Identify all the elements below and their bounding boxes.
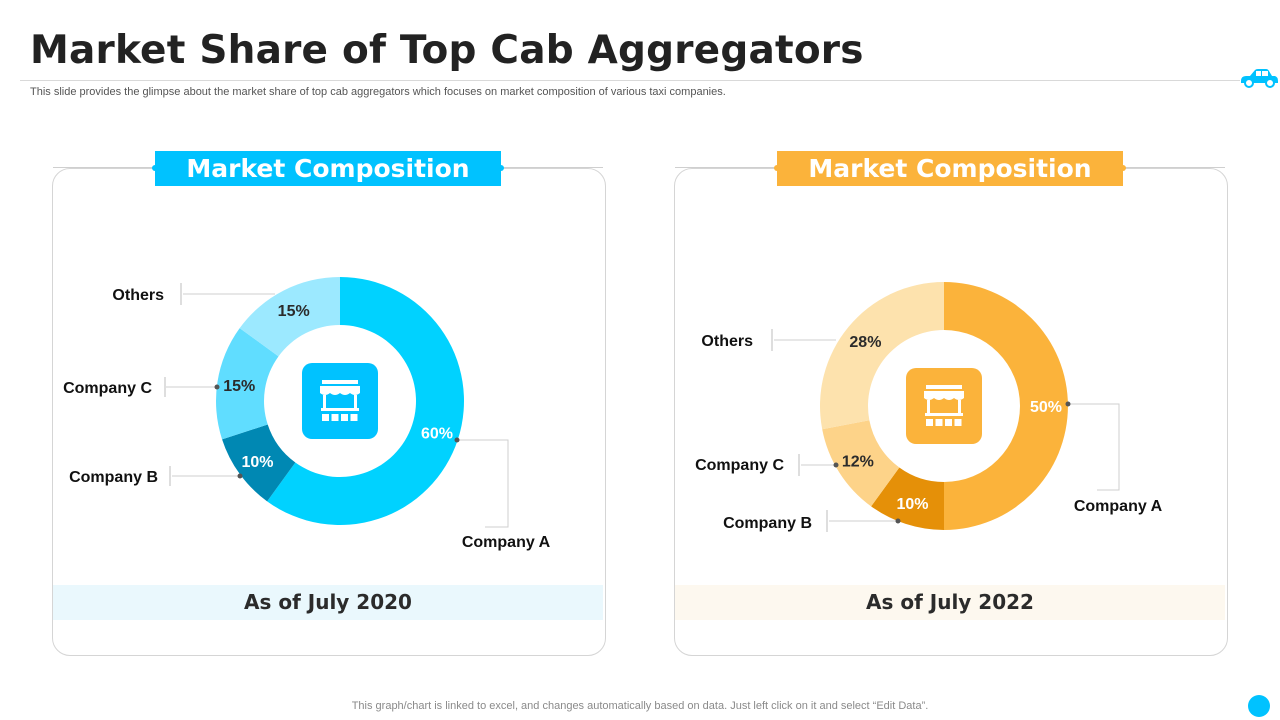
tab-dot: [498, 165, 504, 171]
legend-label-company-a: Company A: [1074, 498, 1163, 515]
data-label-company-c: 15%: [223, 378, 255, 395]
shop-icon: [906, 368, 982, 444]
page-title: Market Share of Top Cab Aggregators: [30, 28, 864, 73]
data-label-others: 28%: [849, 334, 881, 351]
footer-note: This graph/chart is linked to excel, and…: [351, 700, 929, 712]
tab-connector-right: [1125, 167, 1225, 168]
leader-line: [457, 439, 509, 528]
legend-label-company-c: Company C: [63, 380, 152, 397]
pie-slice-company-b: [222, 424, 296, 502]
chart-caption-2020: As of July 2020: [53, 585, 603, 620]
leader-dot: [895, 518, 901, 524]
pie-slice-company-c: [822, 420, 900, 507]
chart-header-2020: Market Composition: [155, 151, 501, 186]
pie-slice-company-a: [944, 282, 1068, 530]
data-label-company-a: 50%: [1030, 399, 1062, 416]
data-label-company-b: 10%: [241, 454, 273, 471]
leader-dot: [833, 462, 839, 468]
leader-dot: [454, 437, 460, 443]
legend-label-company-a: Company A: [462, 534, 551, 551]
legend-label-company-c: Company C: [695, 457, 784, 474]
pie-slice-company-b: [871, 467, 944, 530]
legend-label-company-b: Company B: [69, 469, 158, 486]
data-label-others: 15%: [278, 303, 310, 320]
legend-label-company-b: Company B: [723, 515, 812, 532]
tab-connector-left: [53, 167, 153, 168]
tab-dot: [1120, 165, 1126, 171]
pie-slice-others: [239, 277, 340, 357]
chart-caption-2022: As of July 2022: [675, 585, 1225, 620]
slide-dot-icon: [1248, 695, 1270, 717]
tab-connector-right: [503, 167, 603, 168]
pie-slice-company-c: [215, 328, 279, 440]
car-icon: [1241, 69, 1278, 88]
leader-line: [1068, 403, 1120, 491]
pie-slice-company-a: [267, 277, 465, 526]
chart-header-2022: Market Composition: [777, 151, 1123, 186]
data-label-company-a: 60%: [421, 426, 453, 443]
leader-dot: [237, 473, 243, 479]
data-label-company-c: 12%: [842, 454, 874, 471]
title-divider: [20, 80, 1240, 81]
pie-slice-others: [820, 282, 944, 430]
data-label-company-b: 10%: [896, 496, 928, 513]
legend-label-others: Others: [112, 287, 164, 304]
tab-connector-left: [675, 167, 775, 168]
leader-dot: [214, 384, 220, 390]
page-subtitle: This slide provides the glimpse about th…: [30, 86, 726, 98]
leader-dot: [1065, 401, 1071, 407]
shop-icon: [302, 363, 378, 439]
legend-label-others: Others: [701, 333, 753, 350]
